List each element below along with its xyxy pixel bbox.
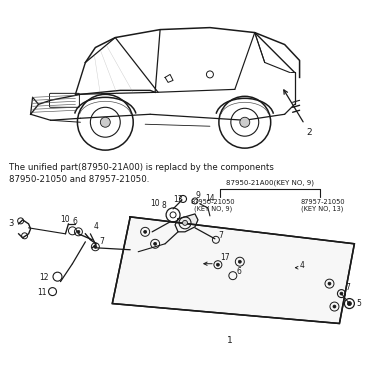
Circle shape xyxy=(240,117,250,127)
Text: 9: 9 xyxy=(196,192,201,201)
Text: 17: 17 xyxy=(220,253,229,262)
Polygon shape xyxy=(112,217,355,324)
Text: 7: 7 xyxy=(218,231,223,240)
Circle shape xyxy=(183,220,187,225)
Text: 4: 4 xyxy=(300,261,304,270)
Text: 7: 7 xyxy=(345,283,350,292)
Circle shape xyxy=(94,245,97,248)
Text: 6: 6 xyxy=(73,217,78,227)
Text: 3: 3 xyxy=(9,219,14,228)
Text: 10: 10 xyxy=(60,215,70,224)
Text: 12: 12 xyxy=(39,273,48,282)
Circle shape xyxy=(216,263,219,266)
Circle shape xyxy=(347,302,352,305)
Text: 1: 1 xyxy=(227,336,233,346)
Circle shape xyxy=(340,292,343,295)
Text: 11: 11 xyxy=(37,288,46,297)
Text: 6: 6 xyxy=(237,267,242,276)
Circle shape xyxy=(333,305,336,308)
FancyBboxPatch shape xyxy=(50,93,79,107)
Text: 7: 7 xyxy=(99,237,104,246)
Text: 5: 5 xyxy=(356,299,361,308)
Circle shape xyxy=(100,117,110,127)
Text: 2: 2 xyxy=(307,128,312,137)
Text: 87957-21050
(KEY NO, 13): 87957-21050 (KEY NO, 13) xyxy=(300,199,345,212)
Text: 87950-21050 and 87957-21050.: 87950-21050 and 87957-21050. xyxy=(9,174,149,183)
Polygon shape xyxy=(175,214,198,232)
Circle shape xyxy=(328,282,331,285)
Text: 87950-21A00(KEY NO, 9): 87950-21A00(KEY NO, 9) xyxy=(226,180,314,186)
Circle shape xyxy=(77,230,80,233)
Text: 13: 13 xyxy=(173,195,183,205)
Text: The unified part(87950-21A00) is replacd by the components: The unified part(87950-21A00) is replacd… xyxy=(9,163,274,171)
Text: 87950-21050
(KEY NO, 9): 87950-21050 (KEY NO, 9) xyxy=(191,199,235,212)
Text: 8: 8 xyxy=(161,201,166,211)
Text: 4: 4 xyxy=(93,222,98,231)
Circle shape xyxy=(144,230,147,233)
Text: 10: 10 xyxy=(150,199,160,208)
Text: 14: 14 xyxy=(205,195,215,203)
Circle shape xyxy=(153,242,156,245)
Circle shape xyxy=(238,260,241,263)
